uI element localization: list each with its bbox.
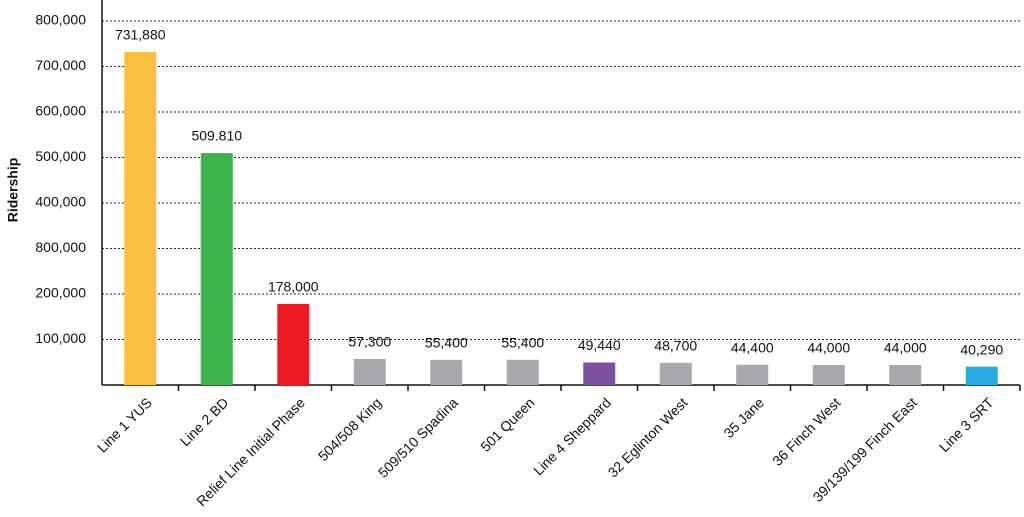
value-label: 509.810 — [191, 128, 242, 144]
y-tick-label: 400,000 — [35, 194, 86, 210]
bar — [124, 51, 157, 385]
y-tick-label: 500,000 — [35, 148, 86, 164]
x-tick-label: Line 3 SRT — [936, 394, 997, 455]
x-tick-label: 509/510 Spadina — [375, 394, 461, 480]
value-label: 44,000 — [884, 340, 927, 356]
value-label: 48,700 — [654, 338, 697, 354]
value-label: 55,400 — [501, 334, 544, 350]
value-label: 55,400 — [425, 334, 468, 350]
y-tick-label: 600,000 — [35, 103, 86, 119]
bar — [430, 359, 463, 385]
bar — [506, 359, 539, 385]
x-tick-label: 35 Jane — [720, 394, 767, 441]
bar — [889, 364, 922, 385]
bar — [736, 364, 769, 385]
value-label: 178,000 — [268, 279, 319, 295]
value-label: 57,300 — [348, 334, 391, 350]
x-tick-label: 36 Finch West — [769, 394, 843, 468]
x-tick-label: Line 1 YUS — [94, 394, 155, 455]
value-label: 731,880 — [115, 27, 166, 43]
value-label: 49,440 — [578, 337, 621, 353]
value-label: 44,400 — [731, 340, 774, 356]
value-label: 40,290 — [960, 341, 1003, 357]
y-tick-label: 700,000 — [35, 57, 86, 73]
bar — [277, 304, 310, 385]
y-tick-label: 800,000 — [35, 12, 86, 28]
x-tick-label: Line 4 Sheppard — [530, 394, 614, 478]
bar — [583, 362, 616, 385]
y-tick-label: 200,000 — [35, 285, 86, 301]
bar — [353, 358, 386, 385]
x-tick-label: 32 Eglinton West — [605, 394, 691, 480]
value-label: 44,000 — [807, 340, 850, 356]
y-tick-label: 800,000 — [35, 239, 86, 255]
y-axis-label: Ridership — [5, 158, 21, 223]
bar — [200, 153, 233, 385]
x-tick-label: Line 2 BD — [177, 394, 232, 449]
bar — [965, 366, 998, 385]
bar — [659, 362, 692, 385]
x-tick-label: 504/508 King — [315, 394, 385, 464]
x-tick-label: 501 Queen — [477, 394, 537, 454]
bar — [812, 364, 845, 385]
y-tick-label: 100,000 — [35, 330, 86, 346]
